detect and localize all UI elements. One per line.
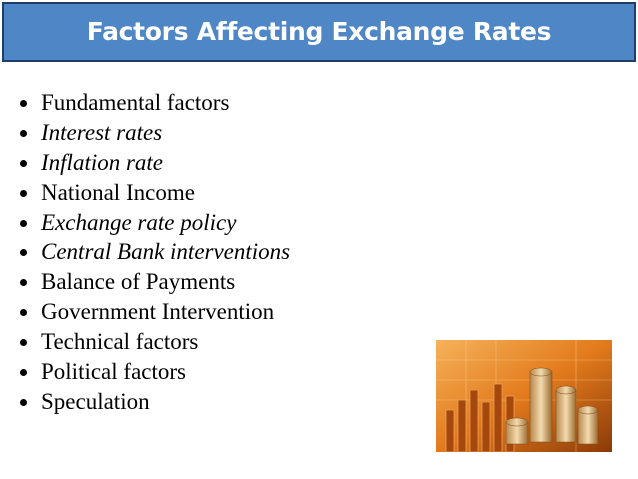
bullet-item: Exchange rate policy (40, 208, 290, 238)
bullet-item: Political factors (40, 357, 290, 387)
bullet-item: Balance of Payments (40, 267, 290, 297)
bullet-item: Interest rates (40, 118, 290, 148)
bullet-item: Speculation (40, 387, 290, 417)
title-bar: Factors Affecting Exchange Rates (2, 2, 636, 62)
bullet-item: National Income (40, 178, 290, 208)
bullet-item: Fundamental factors (40, 88, 290, 118)
bullet-item: Central Bank interventions (40, 237, 290, 267)
bullet-item: Inflation rate (40, 148, 290, 178)
bullet-item: Government Intervention (40, 297, 290, 327)
title: Factors Affecting Exchange Rates (86, 17, 552, 46)
bullet-item: Technical factors (40, 327, 290, 357)
picture (436, 340, 612, 452)
bullet-list: Fundamental factorsInterest ratesInflati… (0, 88, 290, 417)
